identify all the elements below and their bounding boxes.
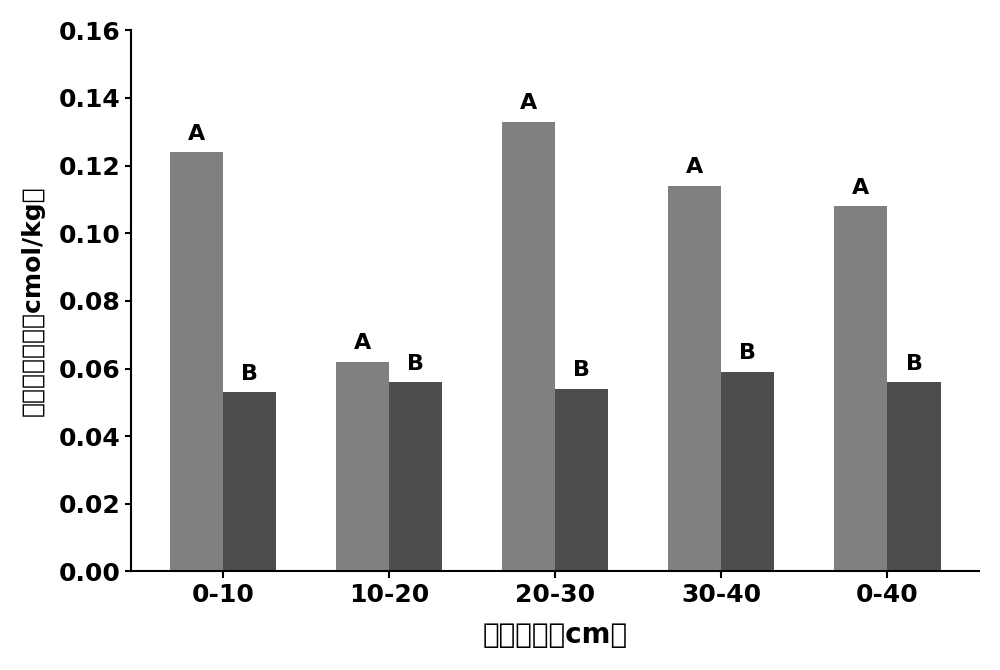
- Bar: [223, 392, 276, 572]
- Text: B: B: [241, 364, 258, 384]
- Text: A: A: [852, 178, 869, 198]
- Bar: [336, 362, 389, 572]
- Bar: [389, 382, 442, 572]
- Bar: [668, 186, 721, 572]
- Text: A: A: [188, 124, 205, 143]
- Bar: [721, 372, 774, 572]
- Y-axis label: 碳酸氢根离子（cmol/kg）: 碳酸氢根离子（cmol/kg）: [21, 186, 45, 416]
- Bar: [502, 122, 555, 572]
- Text: B: B: [573, 360, 590, 381]
- Text: B: B: [407, 354, 424, 374]
- Bar: [555, 389, 608, 572]
- Bar: [834, 206, 887, 572]
- Text: A: A: [520, 93, 537, 113]
- Text: A: A: [354, 334, 371, 353]
- Text: B: B: [906, 354, 923, 374]
- X-axis label: 土壤深度（cm）: 土壤深度（cm）: [483, 621, 628, 649]
- Text: A: A: [686, 157, 703, 178]
- Text: B: B: [739, 344, 756, 363]
- Bar: [170, 152, 223, 572]
- Bar: [887, 382, 941, 572]
